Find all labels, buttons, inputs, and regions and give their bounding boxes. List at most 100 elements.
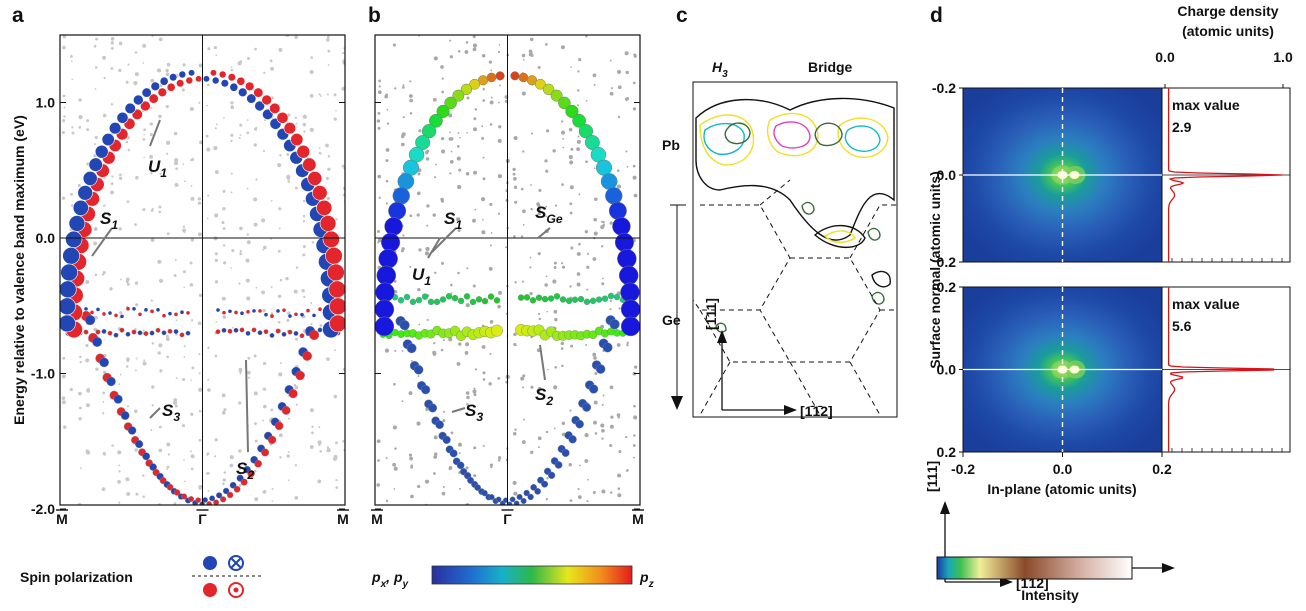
bulk-state [416,191,421,196]
bulk-state [488,266,493,271]
bulk-state [529,256,532,259]
legend-marker [228,582,244,598]
bulk-state [182,270,186,274]
bulk-state [592,352,597,357]
bulk-state [295,266,299,269]
surface-state [588,330,598,340]
bulk-state [393,290,398,294]
surface-state [316,199,333,216]
surface-state [275,328,281,334]
bulk-state [109,287,113,291]
bulk-state [335,218,338,221]
bulk-state [142,43,147,48]
bulk-state [601,282,605,286]
bulk-state [632,444,636,447]
bulk-state [149,154,153,159]
bulk-state [126,305,129,308]
surface-state [125,331,131,337]
surface-state [283,121,297,135]
bulk-state [593,420,597,425]
bulk-state [166,355,169,359]
bulk-state [482,156,485,159]
bulk-state [465,391,470,395]
surface-state [561,448,570,457]
bulk-state [110,46,114,50]
bulk-state [71,60,73,63]
bulk-state [197,232,202,237]
bulk-state [277,163,282,168]
surface-state [595,364,606,374]
surface-state [452,89,465,102]
charge-profile [1167,287,1275,452]
bulk-state [586,478,589,481]
bulk-state [401,507,404,510]
bulk-state [239,60,243,64]
bulk-state [417,375,420,377]
bulk-state [448,137,452,141]
bulk-state [158,425,162,429]
bulk-state [554,317,558,322]
bulk-state [270,286,273,288]
annotation-part: 3 [173,410,180,424]
surface-state [261,448,270,457]
bulk-state [522,209,526,214]
bulk-state [497,138,502,143]
bulk-state [182,225,186,228]
annotation-leader [451,407,466,413]
bulk-state [142,495,145,498]
contour-line [699,114,755,166]
bulk-state [377,90,382,95]
bulk-state [213,45,217,50]
bulk-state [482,177,486,181]
bulk-state [190,379,192,381]
bulk-state [378,85,381,88]
bulk-state [150,78,155,83]
bulk-state [489,463,494,467]
bulk-state [142,208,146,212]
bulk-state [143,156,146,159]
bulk-state [69,54,73,58]
surface-state [312,313,316,318]
bulk-state [102,391,106,395]
bulk-state [125,477,130,482]
bulk-state [318,426,321,429]
bulk-state [134,72,139,77]
bulk-state [342,440,345,443]
surface-state [602,342,613,353]
bulk-state [522,418,525,421]
surface-state [206,501,212,505]
bulk-state [376,119,381,123]
bulk-state [417,172,421,176]
bulk-state [118,41,123,46]
bulk-state [482,99,486,102]
bulk-state [472,389,477,394]
bulk-state [537,436,542,441]
bulk-state [449,39,452,42]
bulk-state [118,470,121,473]
surface-state [397,297,405,304]
surface-state [487,293,495,300]
bulk-state [293,383,297,387]
bulk-state [530,184,532,186]
bulk-state [537,211,542,216]
bulk-state [570,344,574,348]
surface-state [406,343,417,354]
lattice-line [759,179,791,206]
bulk-state [85,449,90,454]
surface-state [527,493,534,501]
bulk-state [514,281,517,284]
surface-state [547,295,555,302]
surface-state [397,173,415,190]
bulk-state [207,346,210,349]
bulk-state [317,479,322,484]
bulk-state [102,113,107,118]
surface-state [258,309,262,313]
surface-state [288,314,292,318]
bulk-state [616,69,622,75]
surface-state [295,370,305,381]
surface-state [168,311,172,316]
x-axis-title: In-plane (atomic units) [987,481,1136,497]
bulk-state [135,357,138,360]
contour-line [724,122,751,145]
